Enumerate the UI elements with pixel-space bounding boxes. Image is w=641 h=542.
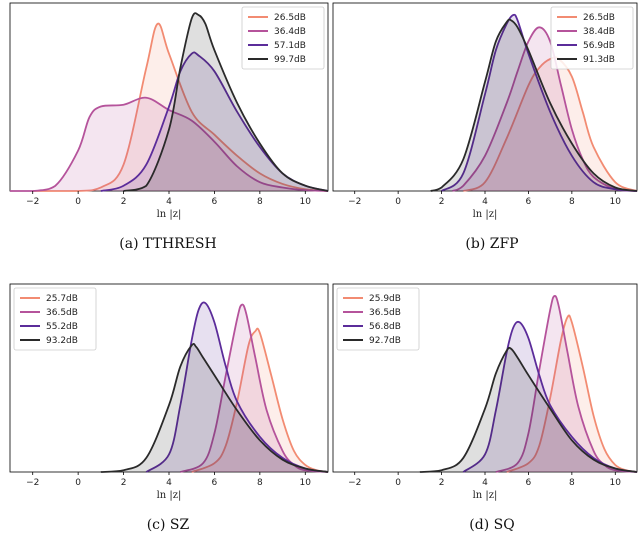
x-tick-label: 4 (482, 197, 488, 207)
x-tick-label: 6 (212, 478, 218, 488)
series-line-26.5dB (32, 22, 329, 192)
series-line-91.3dB (430, 18, 638, 192)
legend-box (241, 6, 325, 70)
x-tick-label: 10 (610, 478, 622, 488)
x-tick-label: 2 (439, 478, 445, 488)
x-tick-label: −2 (348, 478, 361, 488)
legend: 26.5dB 38.4dB 56.9dB 91.3dB (550, 6, 634, 70)
x-tick-label: 0 (395, 478, 401, 488)
series-area-93.2dB (100, 343, 328, 472)
x-tick-label: 4 (166, 197, 172, 207)
x-tick-label: 2 (439, 197, 445, 207)
legend-label: 26.5dB (274, 13, 306, 23)
legend-label: 25.7dB (46, 294, 78, 304)
legend: 25.9dB 36.5dB 56.8dB 92.7dB (336, 287, 420, 351)
legend-label: 36.5dB (369, 308, 401, 318)
x-tick-label: 2 (121, 478, 127, 488)
legend-label: 91.3dB (583, 55, 615, 65)
x-tick-label: 0 (395, 197, 401, 207)
series-line-92.7dB (419, 346, 638, 473)
x-tick-label: 6 (526, 197, 532, 207)
x-tick-label: −2 (26, 197, 39, 207)
x-tick-label: 8 (257, 478, 263, 488)
legend-label: 38.4dB (583, 27, 615, 37)
series-area-25.7dB (191, 328, 328, 472)
x-tick-label: 0 (75, 197, 81, 207)
x-tick-label: 6 (212, 197, 218, 207)
series-area-56.9dB (441, 14, 637, 192)
legend: 25.7dB 36.5dB 55.2dB 93.2dB (13, 287, 97, 351)
panel-a: (a) TTHRESH −2 0 2 4 6 8 10 ln |z| 26.5dB 36.4dB 5… (9, 2, 329, 252)
x-tick-label: 8 (569, 478, 575, 488)
series-area-26.5dB (32, 23, 329, 191)
legend-label: 26.5dB (583, 13, 615, 23)
panel-b: (b) ZFP −2 0 2 4 6 8 10 ln |z| 26.5dB 38.4dB 56.9d… (332, 2, 638, 252)
legend-label: 36.4dB (274, 27, 306, 37)
series-line-93.2dB (100, 342, 329, 473)
legend-label: 92.7dB (369, 336, 401, 346)
legend-label: 57.1dB (274, 41, 306, 51)
series-line-38.4dB (452, 26, 638, 192)
series-area-36.4dB (10, 97, 328, 191)
x-tick-label: 4 (166, 478, 172, 488)
legend-label: 36.5dB (46, 308, 78, 318)
series-area-36.5dB (180, 304, 328, 472)
series-line-56.8dB (462, 320, 638, 473)
x-tick-label: 0 (75, 478, 81, 488)
panel-caption: (a) TTHRESH (119, 236, 216, 252)
x-axis-label: ln |z| (157, 490, 182, 501)
series-line-25.9dB (506, 314, 638, 473)
legend-label: 93.2dB (46, 336, 78, 346)
series-area-92.7dB (419, 347, 637, 472)
x-axis-label: ln |z| (157, 209, 182, 220)
series-area-25.9dB (506, 315, 637, 472)
x-tick-label: 6 (526, 478, 532, 488)
series-area-56.8dB (463, 321, 637, 472)
series-area-36.5dB (495, 295, 637, 472)
x-tick-label: 10 (300, 197, 312, 207)
x-axis-label: ln |z| (473, 490, 498, 501)
legend-box (336, 287, 420, 351)
panel-caption: (b) ZFP (465, 236, 518, 252)
legend-label: 56.9dB (583, 41, 615, 51)
series-line-25.7dB (191, 327, 329, 473)
series-area-99.7dB (123, 13, 328, 192)
legend-label: 99.7dB (274, 55, 306, 65)
x-tick-label: 8 (257, 197, 263, 207)
series-line-56.9dB (441, 13, 638, 192)
panel-caption: (d) SQ (469, 517, 514, 533)
legend-label: 25.9dB (369, 294, 401, 304)
x-axis-label: ln |z| (473, 209, 498, 220)
panel-c: (c) SZ −2 0 2 4 6 8 10 ln |z| 25.7dB 36.5dB 55.2dB… (9, 283, 329, 533)
panel-caption: (c) SZ (147, 517, 190, 533)
legend-box (13, 287, 97, 351)
x-tick-label: −2 (348, 197, 361, 207)
x-tick-label: 10 (300, 478, 312, 488)
series-line-55.2dB (145, 301, 329, 473)
series-area-26.5dB (463, 57, 637, 191)
series-line-36.4dB (10, 96, 329, 192)
legend-label: 56.8dB (369, 322, 401, 332)
series-line-99.7dB (123, 12, 329, 192)
legend-box (550, 6, 634, 70)
series-area-38.4dB (452, 27, 637, 191)
legend: 26.5dB 36.4dB 57.1dB 99.7dB (241, 6, 325, 70)
legend-label: 55.2dB (46, 322, 78, 332)
x-tick-label: 4 (482, 478, 488, 488)
x-tick-label: −2 (26, 478, 39, 488)
x-tick-label: 2 (121, 197, 127, 207)
series-area-57.1dB (100, 52, 328, 192)
x-tick-label: 8 (569, 197, 575, 207)
panel-d: (d) SQ −2 0 2 4 6 8 10 ln |z| 25.9dB 36.5dB 56.8dB… (332, 283, 638, 533)
series-area-91.3dB (430, 19, 637, 191)
x-tick-label: 10 (610, 197, 622, 207)
